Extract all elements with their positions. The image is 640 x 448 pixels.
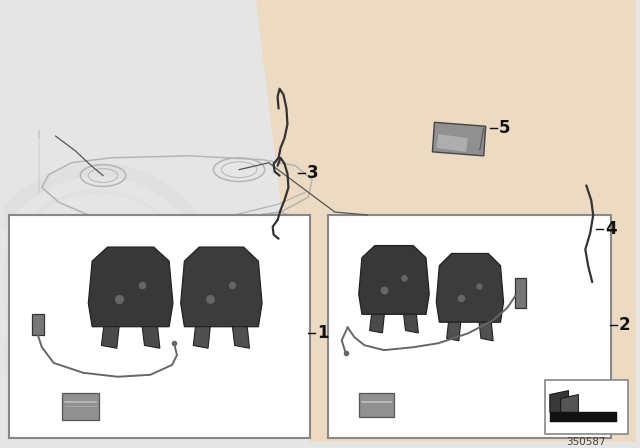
Polygon shape bbox=[232, 327, 250, 348]
Polygon shape bbox=[88, 247, 173, 327]
Bar bbox=[61, 392, 99, 420]
Bar bbox=[515, 278, 526, 308]
Polygon shape bbox=[358, 246, 429, 314]
Text: 5: 5 bbox=[499, 119, 510, 137]
Polygon shape bbox=[436, 254, 504, 322]
Bar bbox=[328, 215, 611, 438]
Polygon shape bbox=[479, 322, 493, 341]
Bar bbox=[550, 412, 617, 422]
Polygon shape bbox=[193, 327, 211, 348]
Text: 2: 2 bbox=[619, 316, 630, 335]
Polygon shape bbox=[447, 322, 461, 341]
Bar bbox=[10, 215, 310, 438]
Text: 350587: 350587 bbox=[566, 437, 606, 447]
Polygon shape bbox=[115, 223, 172, 273]
Polygon shape bbox=[142, 327, 160, 348]
Text: 3: 3 bbox=[307, 164, 319, 181]
Polygon shape bbox=[180, 247, 262, 327]
Polygon shape bbox=[370, 314, 385, 333]
Polygon shape bbox=[404, 314, 419, 333]
Polygon shape bbox=[561, 395, 579, 412]
Polygon shape bbox=[550, 391, 568, 412]
Bar bbox=[545, 380, 628, 434]
Bar bbox=[32, 314, 44, 336]
Polygon shape bbox=[256, 0, 636, 442]
Polygon shape bbox=[433, 122, 486, 156]
Text: 4: 4 bbox=[605, 220, 617, 238]
Polygon shape bbox=[436, 134, 468, 152]
Text: 1: 1 bbox=[317, 324, 328, 342]
Polygon shape bbox=[165, 222, 273, 283]
Polygon shape bbox=[101, 327, 119, 348]
Bar bbox=[360, 392, 394, 417]
